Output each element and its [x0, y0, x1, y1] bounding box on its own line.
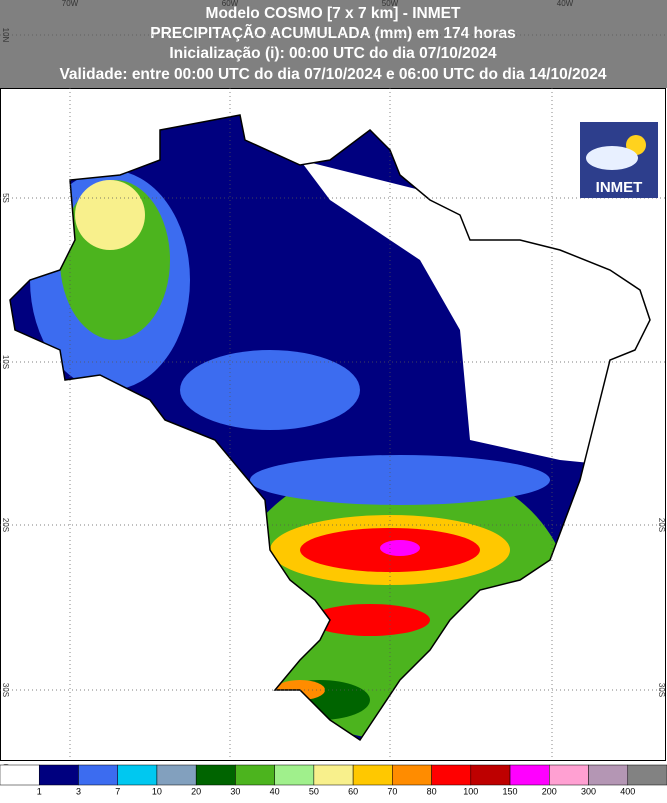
legend-label: 20 [191, 786, 201, 796]
legend-swatch [117, 764, 158, 786]
legend-swatch [38, 764, 79, 786]
legend-label: 3 [76, 786, 81, 796]
legend-swatch [392, 764, 432, 786]
legend-label: 1 [37, 786, 42, 796]
legend-label: 150 [503, 786, 518, 796]
header-line: Validade: entre 00:00 UTC do dia 07/10/2… [59, 66, 606, 83]
legend-label: 7 [115, 786, 120, 796]
legend-label: 200 [542, 786, 557, 796]
legend-swatch [431, 764, 472, 786]
grid-label: 30S [1, 683, 10, 697]
legend-label: 50 [309, 786, 319, 796]
grid-label: 20S [657, 518, 666, 532]
legend-swatch [588, 764, 629, 786]
legend-swatch [0, 764, 40, 786]
grid-label: 10S [1, 355, 10, 369]
legend-label: 70 [387, 786, 397, 796]
legend-swatch [195, 764, 236, 786]
header-line: Modelo COSMO [7 x 7 km] - INMET [206, 5, 461, 22]
country-outline [9, 114, 651, 742]
grid-label: 20S [1, 518, 10, 532]
legend-label: 10 [152, 786, 162, 796]
legend-label: 300 [581, 786, 596, 796]
logo-text: INMET [596, 179, 643, 196]
header-line: PRECIPITAÇÃO ACUMULADA (mm) em 174 horas [150, 24, 515, 42]
logo: INMET [580, 122, 658, 198]
legend-swatch [156, 764, 197, 786]
grid-label: 40W [557, 0, 574, 8]
legend-swatch [549, 764, 589, 786]
header-line: Inicialização (i): 00:00 UTC do dia 07/1… [169, 45, 497, 62]
legend-label: 60 [348, 786, 358, 796]
legend-label: 400 [620, 786, 635, 796]
legend-label: 80 [427, 786, 437, 796]
legend-swatch [627, 764, 667, 786]
legend-swatch [470, 764, 511, 786]
legend: 1 3 7 10 20 30 40 50 60 70 80 100 150 200 300 400 [0, 764, 667, 796]
legend-swatch [78, 764, 118, 786]
legend-label: 40 [270, 786, 280, 796]
grid-label: 70W [62, 0, 79, 8]
legend-label: 30 [230, 786, 240, 796]
graticule [0, 34, 667, 760]
grid-label: 60W [222, 0, 239, 8]
legend-swatch [313, 764, 354, 786]
header-band [0, 0, 667, 88]
grid-label: 50W [382, 0, 399, 8]
grid-label: 30S [657, 683, 666, 697]
legend-swatch [352, 764, 393, 786]
legend-swatch [274, 764, 315, 786]
legend-swatch [509, 764, 550, 786]
legend-swatch [235, 764, 275, 786]
map-frame [0, 88, 666, 761]
grid-label: 10N [1, 28, 10, 43]
grid-label: 5S [1, 193, 10, 203]
legend-label: 100 [463, 786, 478, 796]
